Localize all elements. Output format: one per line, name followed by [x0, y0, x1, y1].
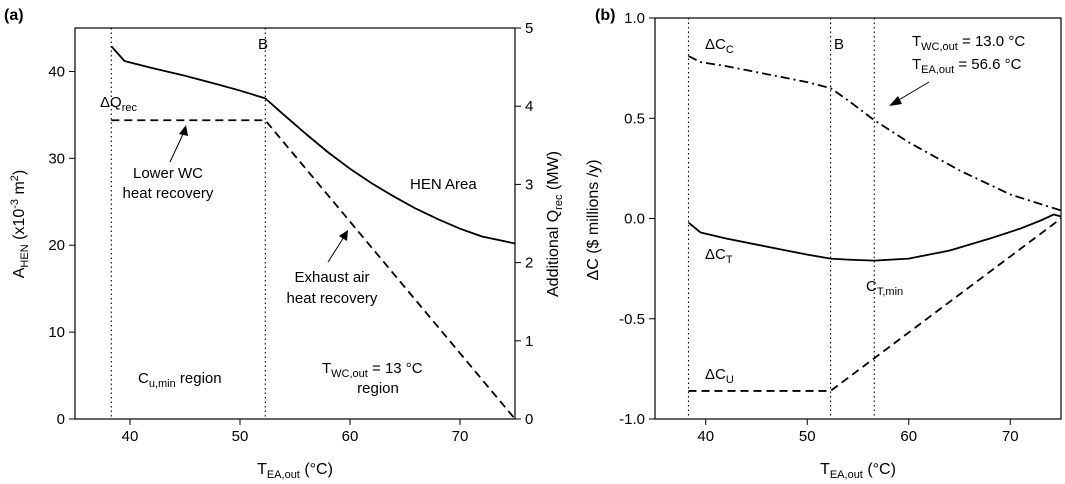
plot-a-y2-tick-label: 1: [525, 333, 533, 350]
plot-a-y-tick-label: 20: [48, 237, 65, 254]
plot-b-y-tick-label: 1.0: [624, 10, 645, 27]
plot-b-y-tick-label: -0.5: [619, 311, 645, 328]
plot-b-y-ticks: -1.0 -0.5 0.0 0.5 1.0: [619, 10, 655, 428]
panel-a-label: (a): [4, 7, 24, 24]
plot-a-series-line: [110, 45, 516, 245]
plot-a-xlabel: TEA,out (°C): [257, 461, 333, 481]
plot-a-arrow-exhaust: [327, 230, 348, 263]
plot-a-x-tick-label: 60: [342, 428, 359, 445]
panel-b: (b) 40 50 60 70 -1.0 -0.5 0.0 0.5 1.0 TEA,out (…: [585, 7, 1062, 481]
plot-a-y2-ticks: 0 1 2 3 4 5: [515, 20, 533, 428]
plot-a-series: [110, 45, 516, 420]
plot-b-dcc-label: ΔCC: [705, 36, 734, 56]
plot-b-ylabel: ΔC ($ millions /y): [585, 160, 602, 281]
plot-a-y2label: Additional Qrec (MW): [545, 151, 565, 297]
plot-a-arrow-lower-wc: [169, 125, 188, 163]
plot-a-x-tick-label: 70: [452, 428, 469, 445]
panel-a: (a) 40 50 60 70 0 10 20 30 40 0 1 2 3 4 5 TEA,out (°…: [4, 7, 565, 481]
plot-a-vlines: [110, 28, 266, 419]
plot-b-dcu-label: ΔCU: [705, 366, 734, 386]
plot-b-x-tick-label: 50: [799, 428, 816, 445]
plot-b-ctmin-label: CT,min: [866, 278, 903, 298]
plot-a-exhaust-label-2: heat recovery: [287, 290, 378, 307]
plot-b-vlines: [687, 18, 875, 419]
plot-b-y-tick-label: 0.0: [624, 211, 645, 228]
plot-a-y-tick-label: 0: [57, 411, 65, 428]
plot-b-series: [687, 55, 1062, 392]
plot-b-dct-label: ΔCT: [705, 246, 733, 266]
plot-a-y2-tick-label: 3: [525, 176, 533, 193]
plot-a-x-ticks: 40 50 60 70: [122, 419, 469, 445]
plot-a-hen-area-label: HEN Area: [410, 176, 477, 193]
plot-a-x-tick-label: 50: [232, 428, 249, 445]
plot-b-x-tick-label: 40: [697, 428, 714, 445]
plot-b-twc-label: TWC,out = 13.0 °C: [912, 33, 1025, 53]
plot-a-y-ticks: 0 10 20 30 40: [48, 63, 75, 428]
plot-b-x-ticks: 40 50 60 70: [697, 419, 1019, 445]
plot-b-y-tick-label: 0.5: [624, 110, 645, 127]
plot-b-xlabel: TEA,out (°C): [820, 461, 896, 481]
plot-a-lower-wc-label-1: Lower WC: [133, 165, 203, 182]
plot-a-ylabel: AHEN (x10-3 m2): [9, 170, 31, 279]
plot-a-lower-wc-label-2: heat recovery: [123, 185, 214, 202]
plot-b-tea-label: TEA,out = 56.6 °C: [912, 56, 1022, 76]
plot-a-frame: [74, 27, 516, 420]
plot-a-twc-region-label: TWC,out = 13 °C: [322, 360, 423, 380]
panel-b-label: (b): [595, 7, 615, 24]
plot-a-y2-tick-label: 4: [525, 98, 533, 115]
plot-b-x-tick-label: 60: [900, 428, 917, 445]
plot-b-x-tick-label: 70: [1002, 428, 1019, 445]
plot-a-x-tick-label: 40: [122, 428, 139, 445]
plot-a-dq-label: ΔQrec: [100, 94, 137, 114]
plot-b-series-line: [688, 55, 1062, 212]
plot-a-y2-tick-label: 0: [525, 411, 533, 428]
plot-b-b-label: B: [834, 36, 844, 53]
plot-b-series-line: [687, 213, 1062, 262]
plot-b-frame: [654, 17, 1062, 420]
plot-a-y-tick-label: 30: [48, 150, 65, 167]
plot-b-arrow-tea: [889, 81, 930, 106]
plot-a-exhaust-label-1: Exhaust air: [294, 269, 369, 286]
plot-a-cu-region-label: Cu,min region: [138, 370, 222, 390]
plot-a-y-tick-label: 10: [48, 324, 65, 341]
plot-a-y-tick-label: 40: [48, 63, 65, 80]
plot-a-b-label: B: [258, 36, 268, 53]
plot-a-twc-region-label-2: region: [357, 380, 399, 397]
plot-a-y2-tick-label: 5: [525, 20, 533, 37]
plot-b-y-tick-label: -1.0: [619, 411, 645, 428]
plot-a-y2-tick-label: 2: [525, 255, 533, 272]
